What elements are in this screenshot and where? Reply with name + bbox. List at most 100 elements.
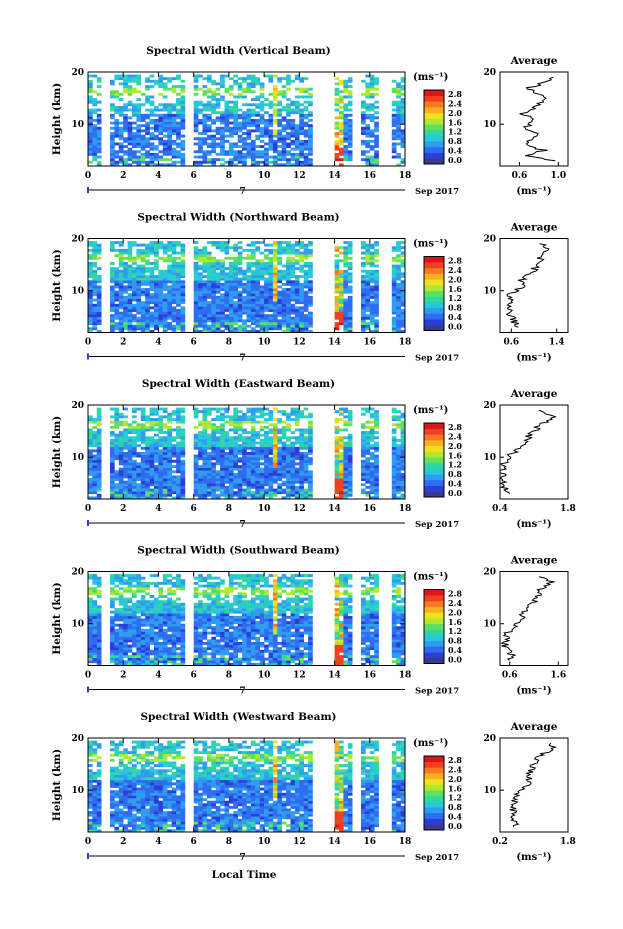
heatmap-cell [211,433,216,437]
heatmap-cell [198,324,203,328]
heatmap-cell [250,285,256,289]
heatmap-cell [123,446,128,450]
heatmap-cell [96,662,102,666]
heatmap-cell [255,145,260,148]
heatmap-cell [400,425,406,429]
heatmap-cell [220,147,225,151]
heatmap-cell [250,459,256,463]
heatmap-cell [224,246,230,250]
heatmap-cell [136,251,142,255]
heatmap-cell [162,134,168,138]
heatmap-cell [343,152,349,156]
heatmap-cell [110,407,115,411]
heatmap-cell [167,493,172,497]
heatmap-cell [246,436,252,440]
heatmap-cell [220,491,225,495]
heatmap-cell [237,306,243,310]
heatmap-cell [400,446,406,450]
heatmap-cell [171,241,177,244]
heatmap-cell [233,446,238,450]
heatmap-cell [228,105,234,109]
heatmap-cell [180,98,186,101]
heatmap-cell [220,425,225,429]
heatmap-cell [149,311,155,315]
heatmap-cell [369,431,375,434]
ytick-label: 10 [71,287,84,297]
heatmap-cell [118,415,124,419]
heatmap-cell [167,134,172,138]
heatmap-cell [374,105,379,109]
heatmap-cell [149,293,155,297]
heatmap-cell [211,105,216,109]
heatmap-cell [110,163,115,167]
heatmap-cell [140,423,146,427]
heatmap-cell [211,493,216,497]
heatmap-cell [400,475,406,479]
heatmap-cell [132,134,137,138]
heatmap-cell [215,475,221,479]
heatmap-cell [334,132,340,135]
heatmap-cell [96,496,102,500]
heatmap-cell [88,602,93,606]
heatmap-cell [127,85,133,88]
heatmap-cell [206,324,212,328]
heatmap-cell [154,465,159,468]
heatmap-cell [374,410,379,414]
heatmap-cell [162,462,168,466]
heatmap-cell [118,137,124,141]
heatmap-cell [198,74,203,78]
heatmap-cell [334,462,340,466]
heatmap-cell [365,155,371,159]
heatmap-cell [158,295,164,299]
heatmap-cell [294,412,300,416]
heatmap-cell [92,152,98,156]
heatmap-cell [145,77,150,81]
colorbar-swatch [424,279,444,286]
profile-xtick-label: 0.6 [512,171,528,181]
heatmap-cell [220,259,225,263]
heatmap-cell [339,465,344,468]
heatmap-cell [237,134,243,138]
heatmap-cell [176,126,181,130]
heatmap-cell [268,285,274,289]
heatmap-cell [127,465,133,468]
heatmap-cell [176,269,181,273]
heatmap-cell [339,282,344,286]
heatmap-cell [272,298,278,302]
heatmap-cell [228,496,234,500]
heatmap-cell [193,85,199,88]
heatmap-cell [277,77,282,81]
heatmap-cell [264,295,269,299]
heatmap-cell [96,441,102,445]
heatmap-cell [339,480,344,484]
heatmap-cell [250,428,256,432]
heatmap-cell [264,129,269,133]
heatmap-cell [268,269,274,273]
heatmap-cell [215,116,221,120]
heatmap-cell [198,150,203,154]
heatmap-cell [400,441,406,445]
heatmap-cell [180,436,186,440]
heatmap-cell [246,441,252,445]
heatmap-cell [361,119,366,122]
heatmap-cell [361,264,366,268]
heatmap-cell [110,438,115,442]
heatmap-cell [123,431,128,434]
heatmap-cell [198,303,203,307]
heatmap-cell [361,303,366,307]
heatmap-cell [339,79,344,83]
heatmap-cell [361,475,366,479]
heatmap-cell [154,428,159,432]
heatmap-cell [215,87,221,91]
heatmap-cell [110,483,115,487]
heatmap-cell [308,488,313,492]
heatmap-cell [136,116,142,120]
heatmap-cell [149,277,155,281]
heatmap-cell [400,452,406,455]
heatmap-cell [268,462,274,466]
heatmap-cell [215,316,221,320]
heatmap-cell [281,301,287,305]
heatmap-cell [303,152,309,156]
heatmap-cell [343,108,349,112]
heatmap-cell [198,160,203,164]
